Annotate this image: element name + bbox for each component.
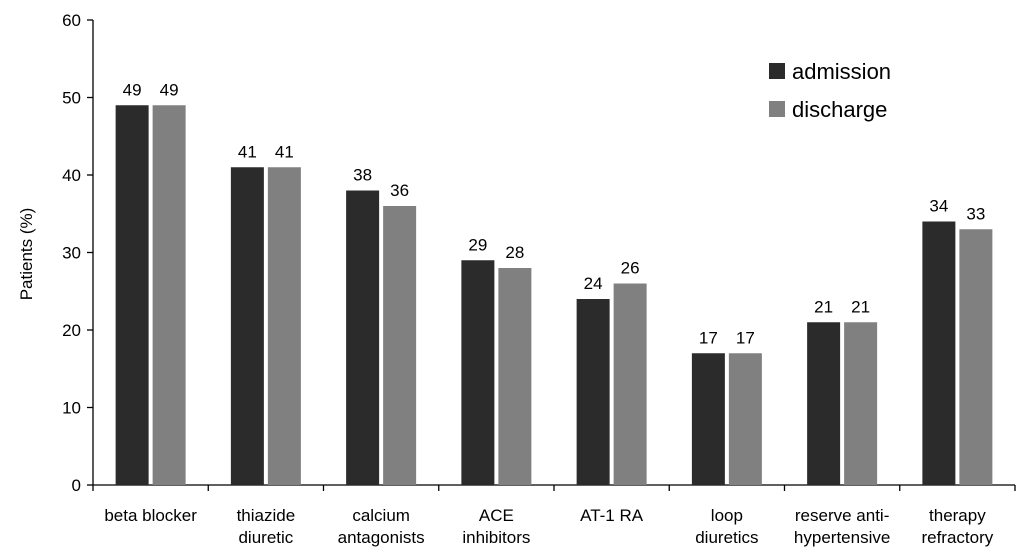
y-axis-title: Patients (%)	[17, 208, 36, 301]
bar-admission	[115, 105, 149, 485]
y-tick-label: 50	[62, 89, 81, 108]
data-label: 49	[160, 80, 179, 99]
data-label: 36	[390, 181, 409, 200]
y-tick-label: 30	[62, 244, 81, 263]
bar-discharge	[383, 206, 417, 485]
x-tick-label: therapy refractory	[921, 506, 993, 547]
y-tick-label: 60	[62, 11, 81, 30]
bar-discharge	[267, 167, 301, 485]
x-tick-label: loop diuretics	[695, 506, 758, 547]
x-tick-label: reserve anti-hypertensive	[794, 506, 890, 547]
data-label: 21	[814, 297, 833, 316]
bar-discharge	[844, 322, 878, 485]
bars: 49 49 41 41 38 36 29 28 24 26 17 17 21 21 34 33	[115, 80, 993, 485]
data-label: 49	[123, 80, 142, 99]
x-tick-label: calcium antagonists	[338, 506, 425, 547]
legend-label-admission: admission	[792, 59, 891, 84]
data-label: 41	[238, 142, 257, 161]
y-tick-label: 10	[62, 399, 81, 418]
data-label: 26	[621, 259, 640, 278]
x-tick-label: thiazide diuretic	[237, 506, 296, 547]
x-tick-label: beta blocker	[104, 506, 197, 525]
x-tick-label: ACE inhibitors	[462, 506, 530, 547]
data-label: 28	[505, 243, 524, 262]
bar-discharge	[959, 229, 993, 485]
data-label: 34	[929, 197, 948, 216]
bar-admission	[346, 190, 380, 485]
legend-swatch-discharge	[769, 101, 785, 117]
y-axis: 0 10 20 30 40 50 60	[62, 11, 94, 495]
y-tick-label: 40	[62, 166, 81, 185]
data-label: 17	[699, 328, 718, 347]
bar-admission	[576, 299, 610, 485]
y-tick-label: 0	[72, 476, 81, 495]
x-axis: beta blocker thiazide diuretic calcium antag…	[92, 484, 1016, 547]
y-tick-label: 20	[62, 321, 81, 340]
data-label: 17	[736, 328, 755, 347]
data-label: 29	[468, 235, 487, 254]
data-label: 33	[966, 204, 985, 223]
data-label: 21	[851, 297, 870, 316]
legend-label-discharge: discharge	[792, 97, 887, 122]
data-label: 38	[353, 166, 372, 185]
bar-admission	[230, 167, 264, 485]
bar-admission	[807, 322, 841, 485]
bar-discharge	[728, 353, 762, 485]
bar-admission	[922, 221, 956, 485]
bar-discharge	[152, 105, 186, 485]
legend-swatch-admission	[769, 63, 785, 79]
data-label: 41	[275, 142, 294, 161]
legend: admission discharge	[769, 59, 891, 122]
bar-discharge	[613, 283, 647, 485]
x-tick-label: AT-1 RA	[580, 506, 644, 525]
bar-admission	[461, 260, 495, 485]
data-label: 24	[584, 274, 603, 293]
bar-discharge	[498, 268, 532, 485]
bar-admission	[691, 353, 725, 485]
